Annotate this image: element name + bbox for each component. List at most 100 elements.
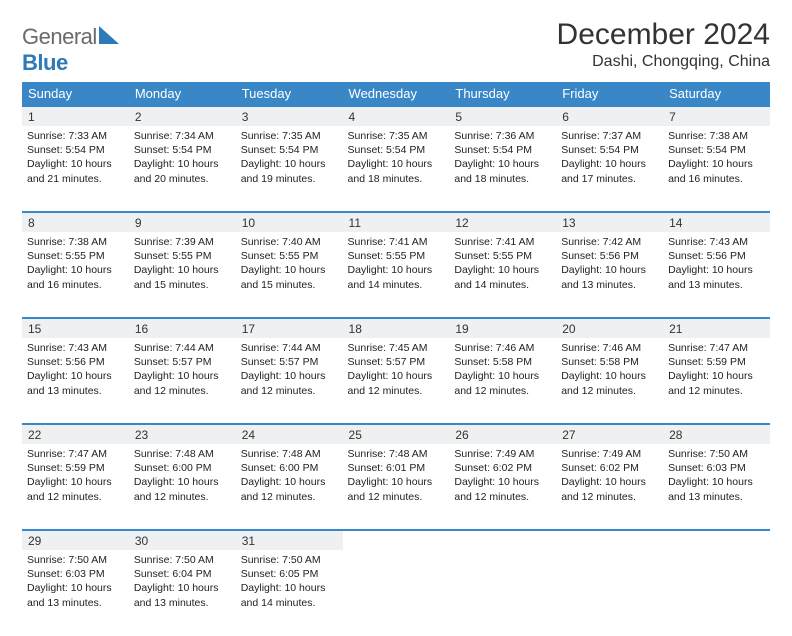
day-number: 6 (556, 107, 663, 126)
day-number: 14 (663, 213, 770, 232)
day-details: Sunrise: 7:41 AMSunset: 5:55 PMDaylight:… (343, 232, 450, 294)
day-line-sr: Sunrise: 7:36 AM (454, 129, 551, 143)
day-line-sr: Sunrise: 7:46 AM (454, 341, 551, 355)
daynum-cell: 17 (236, 318, 343, 338)
day-number: 21 (663, 319, 770, 338)
day-line-ss: Sunset: 5:54 PM (454, 143, 551, 157)
weekday-header: Monday (129, 82, 236, 106)
day-cell: Sunrise: 7:50 AMSunset: 6:04 PMDaylight:… (129, 550, 236, 636)
day-details: Sunrise: 7:49 AMSunset: 6:02 PMDaylight:… (449, 444, 556, 506)
weekday-header: Friday (556, 82, 663, 106)
day-line-d1: Daylight: 10 hours (668, 369, 765, 383)
day-cell: Sunrise: 7:45 AMSunset: 5:57 PMDaylight:… (343, 338, 450, 424)
day-line-ss: Sunset: 6:01 PM (348, 461, 445, 475)
day-line-d1: Daylight: 10 hours (454, 369, 551, 383)
day-cell: Sunrise: 7:37 AMSunset: 5:54 PMDaylight:… (556, 126, 663, 212)
day-line-sr: Sunrise: 7:40 AM (241, 235, 338, 249)
day-line-d1: Daylight: 10 hours (27, 369, 124, 383)
day-cell (556, 550, 663, 636)
day-line-d1: Daylight: 10 hours (134, 157, 231, 171)
day-line-d1: Daylight: 10 hours (134, 369, 231, 383)
day-line-sr: Sunrise: 7:42 AM (561, 235, 658, 249)
day-line-ss: Sunset: 5:55 PM (241, 249, 338, 263)
day-line-ss: Sunset: 5:56 PM (668, 249, 765, 263)
day-line-ss: Sunset: 5:57 PM (348, 355, 445, 369)
day-line-sr: Sunrise: 7:48 AM (134, 447, 231, 461)
day-line-d1: Daylight: 10 hours (241, 263, 338, 277)
day-line-sr: Sunrise: 7:43 AM (27, 341, 124, 355)
day-line-ss: Sunset: 6:05 PM (241, 567, 338, 581)
day-details: Sunrise: 7:35 AMSunset: 5:54 PMDaylight:… (343, 126, 450, 188)
weekday-row: Sunday Monday Tuesday Wednesday Thursday… (22, 82, 770, 106)
day-line-d2: and 12 minutes. (348, 384, 445, 398)
daynum-cell: 12 (449, 212, 556, 232)
day-line-ss: Sunset: 6:02 PM (454, 461, 551, 475)
daynum-cell: 5 (449, 106, 556, 126)
day-number: 11 (343, 213, 450, 232)
day-line-d2: and 20 minutes. (134, 172, 231, 186)
daynum-cell: 2 (129, 106, 236, 126)
day-line-d2: and 21 minutes. (27, 172, 124, 186)
day-number: 30 (129, 531, 236, 550)
day-cell: Sunrise: 7:40 AMSunset: 5:55 PMDaylight:… (236, 232, 343, 318)
day-number: 25 (343, 425, 450, 444)
daynum-cell (343, 530, 450, 550)
daynum-cell: 26 (449, 424, 556, 444)
day-cell (663, 550, 770, 636)
day-number: 15 (22, 319, 129, 338)
day-line-d2: and 17 minutes. (561, 172, 658, 186)
day-line-d2: and 18 minutes. (348, 172, 445, 186)
day-line-sr: Sunrise: 7:43 AM (668, 235, 765, 249)
daynum-cell: 7 (663, 106, 770, 126)
day-line-ss: Sunset: 5:54 PM (241, 143, 338, 157)
day-details: Sunrise: 7:41 AMSunset: 5:55 PMDaylight:… (449, 232, 556, 294)
day-number: 1 (22, 107, 129, 126)
day-details: Sunrise: 7:34 AMSunset: 5:54 PMDaylight:… (129, 126, 236, 188)
brand-logo: General Blue (22, 18, 119, 76)
day-line-sr: Sunrise: 7:39 AM (134, 235, 231, 249)
day-details: Sunrise: 7:37 AMSunset: 5:54 PMDaylight:… (556, 126, 663, 188)
day-line-d1: Daylight: 10 hours (561, 157, 658, 171)
daynum-cell: 4 (343, 106, 450, 126)
day-details: Sunrise: 7:46 AMSunset: 5:58 PMDaylight:… (556, 338, 663, 400)
day-cell: Sunrise: 7:44 AMSunset: 5:57 PMDaylight:… (236, 338, 343, 424)
content-row: Sunrise: 7:38 AMSunset: 5:55 PMDaylight:… (22, 232, 770, 318)
day-line-d2: and 18 minutes. (454, 172, 551, 186)
weekday-header: Sunday (22, 82, 129, 106)
day-details: Sunrise: 7:48 AMSunset: 6:00 PMDaylight:… (236, 444, 343, 506)
day-line-d2: and 14 minutes. (348, 278, 445, 292)
day-details: Sunrise: 7:48 AMSunset: 6:01 PMDaylight:… (343, 444, 450, 506)
day-line-sr: Sunrise: 7:35 AM (348, 129, 445, 143)
day-line-sr: Sunrise: 7:45 AM (348, 341, 445, 355)
day-line-d1: Daylight: 10 hours (348, 263, 445, 277)
day-number: 22 (22, 425, 129, 444)
day-line-d2: and 12 minutes. (241, 490, 338, 504)
day-cell: Sunrise: 7:46 AMSunset: 5:58 PMDaylight:… (449, 338, 556, 424)
day-cell: Sunrise: 7:43 AMSunset: 5:56 PMDaylight:… (663, 232, 770, 318)
day-details: Sunrise: 7:46 AMSunset: 5:58 PMDaylight:… (449, 338, 556, 400)
day-line-ss: Sunset: 5:54 PM (348, 143, 445, 157)
daynum-cell (663, 530, 770, 550)
day-line-d2: and 12 minutes. (134, 384, 231, 398)
daynum-cell: 15 (22, 318, 129, 338)
day-cell: Sunrise: 7:50 AMSunset: 6:05 PMDaylight:… (236, 550, 343, 636)
day-details: Sunrise: 7:45 AMSunset: 5:57 PMDaylight:… (343, 338, 450, 400)
daynum-cell: 18 (343, 318, 450, 338)
daynum-cell: 30 (129, 530, 236, 550)
day-number: 5 (449, 107, 556, 126)
day-line-d1: Daylight: 10 hours (241, 475, 338, 489)
day-line-d1: Daylight: 10 hours (241, 581, 338, 595)
content-row: Sunrise: 7:50 AMSunset: 6:03 PMDaylight:… (22, 550, 770, 636)
day-details: Sunrise: 7:35 AMSunset: 5:54 PMDaylight:… (236, 126, 343, 188)
day-line-sr: Sunrise: 7:50 AM (668, 447, 765, 461)
day-line-d1: Daylight: 10 hours (241, 369, 338, 383)
daynum-cell: 29 (22, 530, 129, 550)
day-line-d2: and 12 minutes. (668, 384, 765, 398)
day-line-d1: Daylight: 10 hours (27, 157, 124, 171)
day-line-ss: Sunset: 6:00 PM (241, 461, 338, 475)
daynum-cell: 13 (556, 212, 663, 232)
daynum-cell: 3 (236, 106, 343, 126)
daynum-cell: 31 (236, 530, 343, 550)
day-line-sr: Sunrise: 7:49 AM (561, 447, 658, 461)
day-details: Sunrise: 7:36 AMSunset: 5:54 PMDaylight:… (449, 126, 556, 188)
